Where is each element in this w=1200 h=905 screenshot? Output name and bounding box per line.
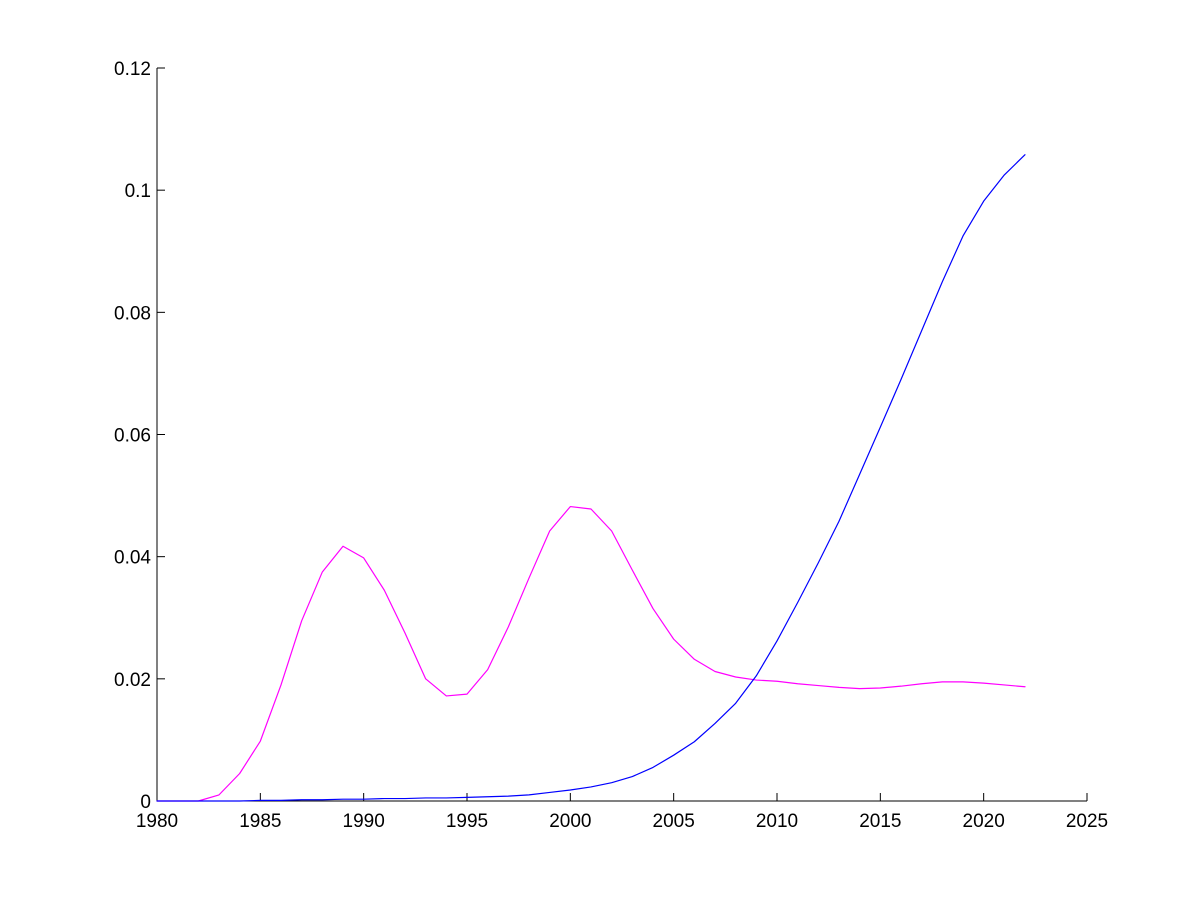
x-tick-label: 2015	[859, 811, 901, 832]
x-tick-label: 1985	[239, 811, 281, 832]
x-tick-label: 1990	[343, 811, 385, 832]
x-tick-label: 2025	[1066, 811, 1108, 832]
x-tick-label: 2010	[756, 811, 798, 832]
y-tick-label: 0.06	[114, 426, 151, 447]
y-tick-label: 0.12	[114, 59, 151, 80]
y-tick-label: 0.04	[114, 548, 151, 569]
x-tick-label: 2000	[549, 811, 591, 832]
series-line-1	[156, 505, 1026, 802]
x-tick-label: 1995	[446, 811, 488, 832]
axes: 1980 1985 1990 1995 2000 2005 2010 2015 2020 2025…	[114, 59, 1108, 832]
x-tick-label: 2020	[963, 811, 1005, 832]
y-tick-label: 0.02	[114, 670, 151, 691]
series-line-2	[156, 154, 1026, 802]
x-tick-label: 1980	[136, 811, 178, 832]
y-tick-label: 0.08	[114, 303, 151, 324]
y-tick-label: 0	[140, 792, 151, 813]
x-tick-label: 2005	[653, 811, 695, 832]
y-tick-label: 0.1	[125, 181, 151, 202]
series-lines	[156, 154, 1026, 802]
